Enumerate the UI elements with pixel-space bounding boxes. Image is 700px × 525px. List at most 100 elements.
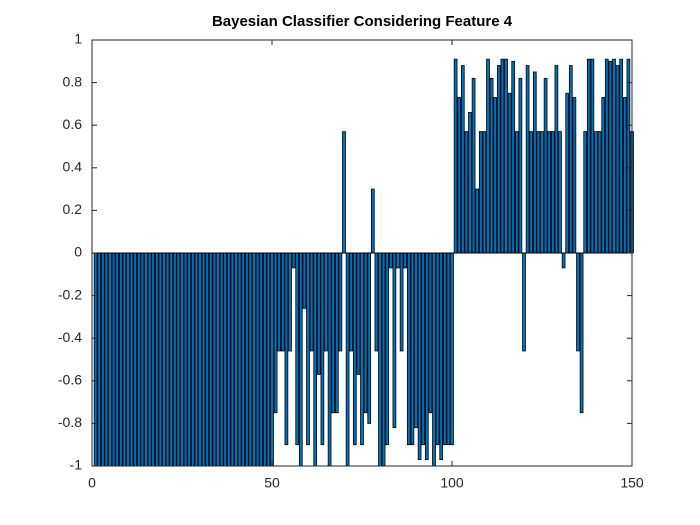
bar: [108, 252, 112, 467]
bar: [435, 252, 440, 446]
bar: [284, 252, 289, 446]
bar: [486, 58, 490, 254]
bar: [129, 252, 134, 467]
bar: [457, 97, 462, 254]
bar: [111, 252, 116, 467]
bar: [208, 252, 213, 467]
bar: [500, 58, 505, 254]
bar: [295, 252, 300, 446]
bar: [410, 252, 415, 446]
bar: [309, 252, 314, 352]
bar: [259, 252, 264, 467]
bar: [525, 65, 530, 254]
bar: [550, 131, 555, 254]
bar: [460, 65, 465, 254]
bar: [205, 252, 210, 467]
bar: [331, 252, 336, 414]
bar: [370, 188, 375, 254]
bar: [468, 112, 472, 254]
bar: [194, 252, 199, 467]
bar: [399, 252, 404, 352]
bar: [266, 252, 271, 467]
bar: [572, 97, 577, 254]
bar: [453, 58, 458, 254]
bar: [100, 252, 105, 467]
bar: [93, 252, 98, 467]
bar: [241, 252, 246, 467]
bar: [547, 131, 552, 254]
bar: [115, 252, 120, 467]
bar: [561, 252, 566, 269]
bar: [511, 60, 516, 254]
bar: [421, 252, 426, 446]
bar: [302, 252, 307, 309]
bar: [565, 92, 570, 254]
y-tick-label: 0: [74, 244, 82, 260]
y-tick-label: -0.8: [58, 414, 82, 430]
bar: [327, 252, 332, 467]
bar: [482, 131, 487, 254]
bar: [493, 97, 498, 254]
bar: [298, 252, 303, 467]
bar: [507, 92, 512, 254]
x-tick-label: 50: [264, 475, 280, 491]
bar: [579, 252, 584, 414]
bar: [151, 252, 156, 467]
y-tick-label: 0.2: [63, 201, 83, 217]
bar: [475, 188, 480, 254]
bar: [367, 252, 372, 424]
bar: [392, 252, 397, 429]
bar: [543, 77, 548, 254]
bar: [363, 252, 368, 414]
x-tick-label: 100: [440, 475, 464, 491]
y-tick-label: 0.6: [63, 116, 83, 132]
bar: [360, 252, 364, 446]
bar: [334, 252, 339, 414]
bar: [288, 252, 292, 352]
bar: [378, 252, 382, 467]
bar: [446, 252, 451, 446]
bar: [532, 71, 537, 254]
bar: [324, 252, 328, 352]
bar: [450, 252, 454, 446]
bar: [147, 252, 152, 467]
bar: [504, 58, 508, 254]
bar: [313, 252, 318, 467]
bar: [406, 252, 411, 446]
bar: [136, 252, 141, 467]
bar: [489, 77, 494, 254]
bar: [234, 252, 238, 467]
bar: [180, 252, 184, 467]
bar: [522, 252, 526, 352]
bar: [219, 252, 224, 467]
bar: [172, 252, 177, 467]
bar: [478, 131, 483, 254]
bar: [604, 58, 609, 254]
bar: [198, 252, 202, 467]
y-tick-label: -0.4: [58, 329, 82, 345]
bar: [291, 252, 296, 269]
bar: [338, 252, 343, 352]
bar: [385, 252, 390, 446]
bar: [396, 252, 400, 269]
chart-title: Bayesian Classifier Considering Feature …: [212, 13, 513, 30]
bar: [518, 77, 523, 254]
bar: [306, 252, 310, 446]
bar: [158, 252, 163, 467]
bar: [622, 97, 627, 254]
bar: [414, 252, 418, 429]
bar: [280, 252, 285, 352]
bar: [201, 252, 206, 467]
bar: [536, 131, 541, 254]
x-tick-label: 150: [620, 475, 644, 491]
bar: [97, 252, 102, 467]
bar: [223, 252, 228, 467]
bar: [424, 252, 429, 461]
bar: [248, 252, 253, 467]
bar: [590, 58, 595, 254]
bar: [626, 58, 631, 254]
bar: [126, 252, 130, 467]
bar: [403, 252, 408, 269]
bar: [374, 252, 379, 352]
